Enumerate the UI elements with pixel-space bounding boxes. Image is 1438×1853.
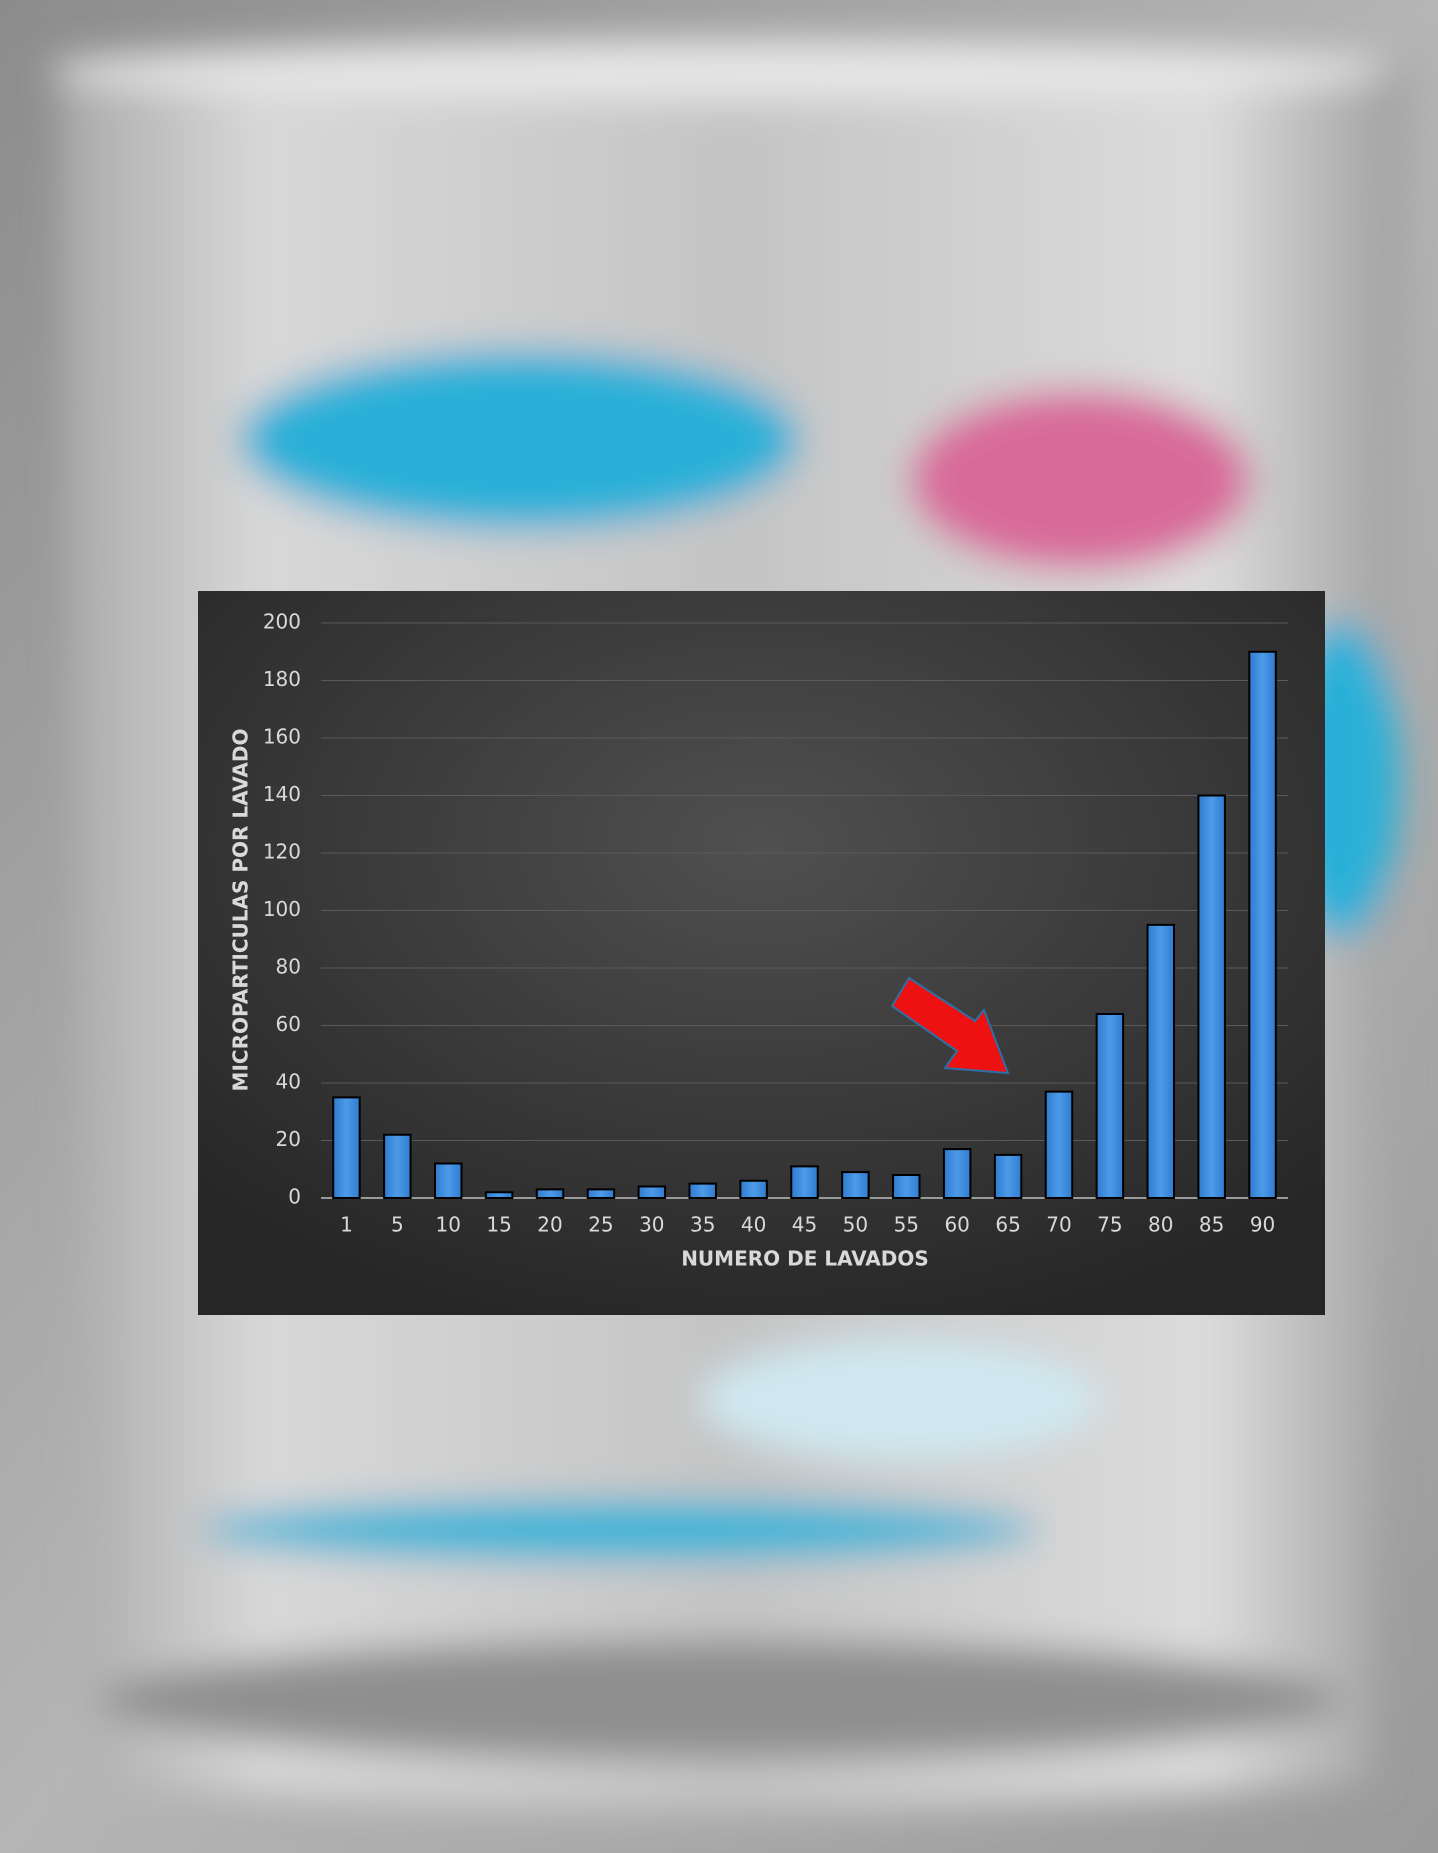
bar: [1044, 1090, 1074, 1199]
bar: [1197, 794, 1226, 1199]
x-tick-label: 25: [588, 1213, 613, 1237]
bar: [434, 1162, 463, 1199]
arrow-annotation: [890, 976, 1010, 1075]
bar: [1095, 1013, 1125, 1199]
x-tick-label: 15: [486, 1213, 511, 1237]
y-tick-label: 60: [276, 1012, 301, 1036]
x-tick-label: 10: [436, 1213, 461, 1237]
x-tick-label: 40: [741, 1213, 766, 1237]
y-tick-label: 0: [288, 1185, 301, 1209]
bar: [942, 1148, 972, 1199]
x-tick-label: 70: [1046, 1213, 1071, 1237]
bar: [332, 1096, 361, 1199]
x-axis-title: NUMERO DE LAVADOS: [681, 1247, 929, 1271]
y-tick-label: 180: [263, 667, 301, 691]
x-tick-label: 45: [792, 1213, 817, 1237]
bar: [535, 1188, 565, 1199]
bar: [484, 1191, 514, 1199]
y-tick-label: 120: [263, 840, 301, 864]
bar: [993, 1153, 1023, 1199]
x-tick-label: 1: [340, 1213, 353, 1237]
bar: [586, 1188, 616, 1199]
y-axis-title: MICROPARTICULAS POR LAVADO: [229, 729, 253, 1092]
x-tick-label: 5: [391, 1213, 404, 1237]
x-tick-label: 35: [690, 1213, 715, 1237]
x-tick-label: 65: [995, 1213, 1020, 1237]
x-tick-label: 20: [537, 1213, 562, 1237]
bar: [1146, 923, 1175, 1199]
x-tick-label: 50: [843, 1213, 868, 1237]
bar: [892, 1174, 921, 1199]
bar: [637, 1185, 667, 1199]
y-tick-label: 140: [263, 782, 301, 806]
y-tick-label: 100: [263, 897, 301, 921]
x-tick-label: 60: [944, 1213, 969, 1237]
y-tick-label: 40: [276, 1070, 301, 1094]
bar: [1248, 650, 1277, 1199]
x-tick-label: 85: [1199, 1213, 1224, 1237]
y-tick-label: 20: [276, 1127, 301, 1151]
y-tick-label: 200: [263, 610, 301, 634]
x-tick-label: 75: [1097, 1213, 1122, 1237]
bar: [688, 1182, 717, 1199]
y-tick-label: 160: [263, 725, 301, 749]
bar: [739, 1179, 768, 1199]
x-tick-label: 80: [1148, 1213, 1173, 1237]
bar: [383, 1133, 412, 1199]
y-tick-label: 80: [276, 955, 301, 979]
x-tick-label: 55: [894, 1213, 919, 1237]
x-tick-label: 30: [639, 1213, 664, 1237]
bar: [841, 1171, 870, 1199]
bar: [790, 1165, 819, 1199]
x-tick-label: 90: [1250, 1213, 1275, 1237]
